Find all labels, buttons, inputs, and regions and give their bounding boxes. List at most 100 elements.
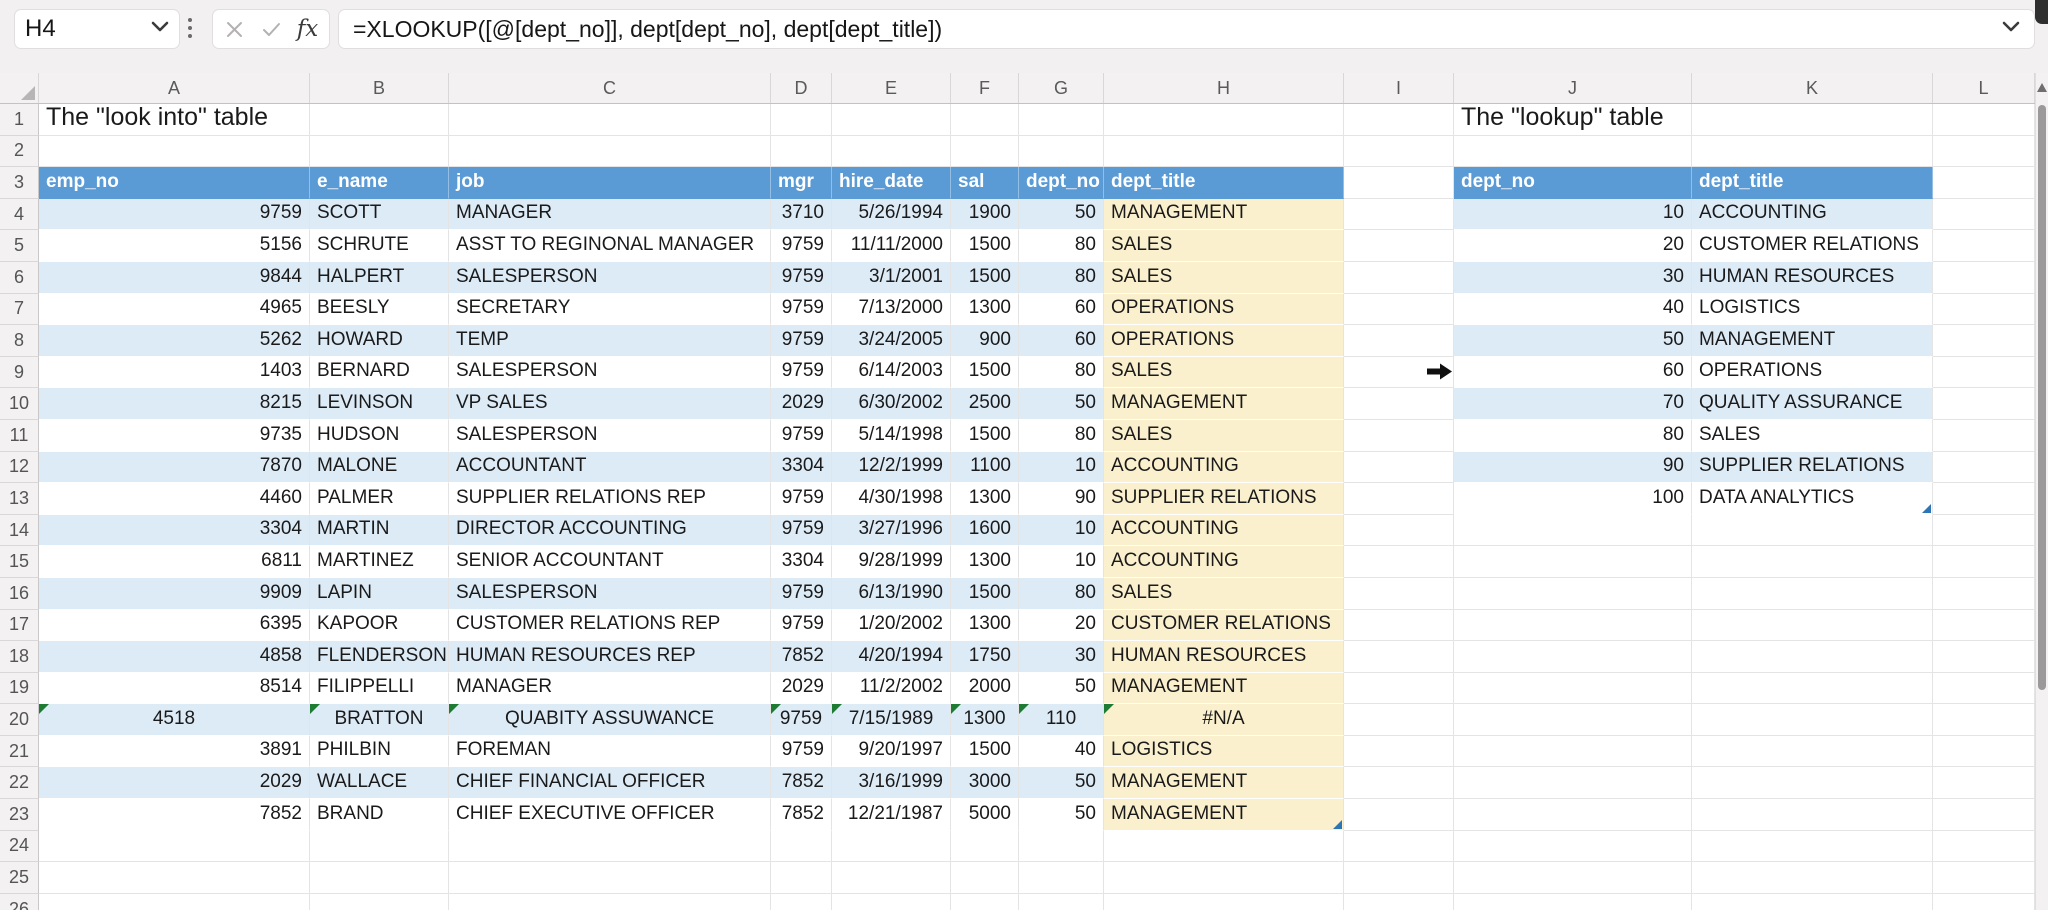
cell-F12[interactable]: 1100	[951, 451, 1019, 484]
cell-F6[interactable]: 1500	[951, 261, 1019, 294]
row-header-16[interactable]: 16	[0, 577, 39, 610]
cell-K22[interactable]	[1692, 767, 1933, 800]
cell-L13[interactable]	[1933, 483, 2035, 515]
cell-E5[interactable]: 11/11/2000	[832, 230, 951, 262]
cell-C22[interactable]: CHIEF FINANCIAL OFFICER	[449, 767, 771, 800]
cell-E12[interactable]: 12/2/1999	[832, 451, 951, 484]
cell-D12[interactable]: 3304	[771, 451, 832, 484]
cell-H20-error[interactable]: QUABITY ASSUWANCE	[449, 704, 771, 736]
cell-K15[interactable]	[1692, 546, 1933, 578]
cell-B19[interactable]: FILIPPELLI	[310, 672, 449, 705]
cell-G2[interactable]	[1019, 135, 1104, 168]
cell-H20-error[interactable]: 110	[1019, 704, 1104, 736]
cell-I5[interactable]	[1344, 230, 1454, 262]
cell-L22[interactable]	[1933, 767, 2035, 800]
insert-function-icon[interactable]: fx	[296, 16, 319, 42]
cell-I3[interactable]	[1344, 167, 1454, 199]
cell-A10[interactable]: 8215	[39, 388, 310, 420]
cell-H5[interactable]: SALES	[1104, 230, 1344, 262]
cancel-icon[interactable]	[220, 14, 250, 44]
cell-C17[interactable]: CUSTOMER RELATIONS REP	[449, 609, 771, 642]
cell-C5[interactable]: ASST TO REGINONAL MANAGER	[449, 230, 771, 262]
row-header-7[interactable]: 7	[0, 293, 39, 326]
row-header-24[interactable]: 24	[0, 830, 39, 863]
cell-H19[interactable]: MANAGEMENT	[1104, 672, 1344, 705]
cell-G3[interactable]: dept_no	[1019, 167, 1104, 199]
cell-L14[interactable]	[1933, 514, 2035, 547]
cell-G4[interactable]: 50	[1019, 198, 1104, 231]
cell-G5[interactable]: 80	[1019, 230, 1104, 262]
cell-G17[interactable]: 20	[1019, 609, 1104, 642]
cell-H24[interactable]	[1104, 830, 1344, 863]
cell-G14[interactable]: 10	[1019, 514, 1104, 547]
cell-L8[interactable]	[1933, 325, 2035, 357]
cell-I25[interactable]	[1344, 862, 1454, 894]
cell-F15[interactable]: 1300	[951, 546, 1019, 578]
cell-E9[interactable]: 6/14/2003	[832, 356, 951, 389]
cell-A25[interactable]	[39, 862, 310, 894]
cell-C16[interactable]: SALESPERSON	[449, 577, 771, 610]
col-header-C[interactable]: C	[449, 73, 771, 103]
cell-L12[interactable]	[1933, 451, 2035, 484]
row-header-17[interactable]: 17	[0, 609, 39, 642]
cell-F1[interactable]	[951, 104, 1019, 136]
cell-K17[interactable]	[1692, 609, 1933, 642]
cell-K11[interactable]: SALES	[1692, 419, 1933, 452]
cell-K3[interactable]: dept_title	[1692, 167, 1933, 199]
cell-B8[interactable]: HOWARD	[310, 325, 449, 357]
cell-G1[interactable]	[1019, 104, 1104, 136]
scroll-up-icon[interactable]	[2037, 83, 2047, 92]
cell-G7[interactable]: 60	[1019, 293, 1104, 326]
cell-J8[interactable]: 50	[1454, 325, 1692, 357]
cell-K24[interactable]	[1692, 830, 1933, 863]
cell-B10[interactable]: LEVINSON	[310, 388, 449, 420]
cell-A5[interactable]: 5156	[39, 230, 310, 262]
cell-I2[interactable]	[1344, 135, 1454, 168]
cell-B11[interactable]: HUDSON	[310, 419, 449, 452]
cell-J11[interactable]: 80	[1454, 419, 1692, 452]
cell-D5[interactable]: 9759	[771, 230, 832, 262]
cell-I6[interactable]	[1344, 261, 1454, 294]
row-header-19[interactable]: 19	[0, 672, 39, 705]
cell-J19[interactable]	[1454, 672, 1692, 705]
cell-A26[interactable]	[39, 893, 310, 910]
cell-G15[interactable]: 10	[1019, 546, 1104, 578]
cell-G12[interactable]: 10	[1019, 451, 1104, 484]
cell-H6[interactable]: SALES	[1104, 261, 1344, 294]
cell-H20-error[interactable]: 9759	[771, 704, 832, 736]
cell-A4[interactable]: 9759	[39, 198, 310, 231]
cell-G13[interactable]: 90	[1019, 483, 1104, 515]
col-header-J[interactable]: J	[1454, 73, 1692, 103]
cell-B25[interactable]	[310, 862, 449, 894]
row-header-12[interactable]: 12	[0, 451, 39, 484]
cell-E1[interactable]	[832, 104, 951, 136]
cell-C12[interactable]: ACCOUNTANT	[449, 451, 771, 484]
cell-H20-error[interactable]: 1300	[951, 704, 1019, 736]
cell-E10[interactable]: 6/30/2002	[832, 388, 951, 420]
cell-L4[interactable]	[1933, 198, 2035, 231]
cell-H25[interactable]	[1104, 862, 1344, 894]
cell-F26[interactable]	[951, 893, 1019, 910]
cell-C25[interactable]	[449, 862, 771, 894]
cell-A18[interactable]: 4858	[39, 641, 310, 673]
cell-A13[interactable]: 4460	[39, 483, 310, 515]
cell-E13[interactable]: 4/30/1998	[832, 483, 951, 515]
cell-L17[interactable]	[1933, 609, 2035, 642]
row-header-18[interactable]: 18	[0, 641, 39, 673]
cell-C14[interactable]: DIRECTOR ACCOUNTING	[449, 514, 771, 547]
cell-F21[interactable]: 1500	[951, 735, 1019, 768]
cell-J17[interactable]	[1454, 609, 1692, 642]
cell-K13[interactable]: DATA ANALYTICS	[1692, 483, 1933, 515]
cell-A15[interactable]: 6811	[39, 546, 310, 578]
cell-E23[interactable]: 12/21/1987	[832, 799, 951, 831]
cell-I26[interactable]	[1344, 893, 1454, 910]
cell-B1[interactable]	[310, 104, 449, 136]
cell-F14[interactable]: 1600	[951, 514, 1019, 547]
cell-I8[interactable]	[1344, 325, 1454, 357]
col-header-K[interactable]: K	[1692, 73, 1933, 103]
cell-K1[interactable]	[1692, 104, 1933, 136]
cell-A22[interactable]: 2029	[39, 767, 310, 800]
cell-L3[interactable]	[1933, 167, 2035, 199]
cell-K21[interactable]	[1692, 735, 1933, 768]
cell-F19[interactable]: 2000	[951, 672, 1019, 705]
